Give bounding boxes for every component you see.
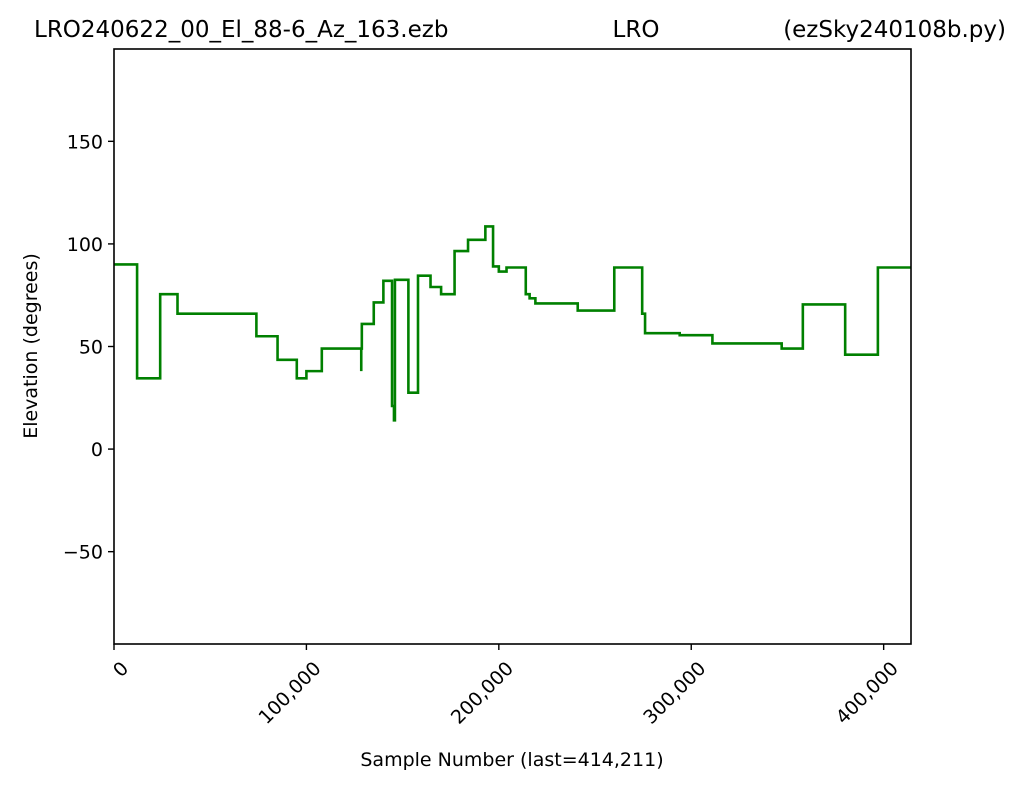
x-tick-label: 300,000 — [639, 658, 710, 729]
y-tick-label: −50 — [63, 542, 103, 564]
y-tick-label: 50 — [79, 337, 103, 359]
chart-title-left: LRO240622_00_El_88-6_Az_163.ezb — [34, 17, 448, 43]
x-axis-label: Sample Number (last=414,211) — [360, 749, 663, 771]
y-axis-label: Elevation (degrees) — [20, 253, 42, 439]
y-tick-label: 100 — [67, 234, 103, 256]
y-tick-label: 150 — [67, 131, 103, 153]
x-tick-label: 400,000 — [832, 658, 903, 729]
plot-area-frame — [113, 48, 912, 645]
chart-title-right: (ezSky240108b.py) — [783, 17, 1006, 43]
y-tick-label: 0 — [91, 439, 103, 461]
x-tick-label: 0 — [109, 658, 133, 682]
chart-title-center: LRO — [613, 17, 660, 43]
series-line-0 — [114, 225, 911, 422]
x-tick-label: 200,000 — [447, 658, 518, 729]
x-tick-label: 100,000 — [254, 658, 325, 729]
